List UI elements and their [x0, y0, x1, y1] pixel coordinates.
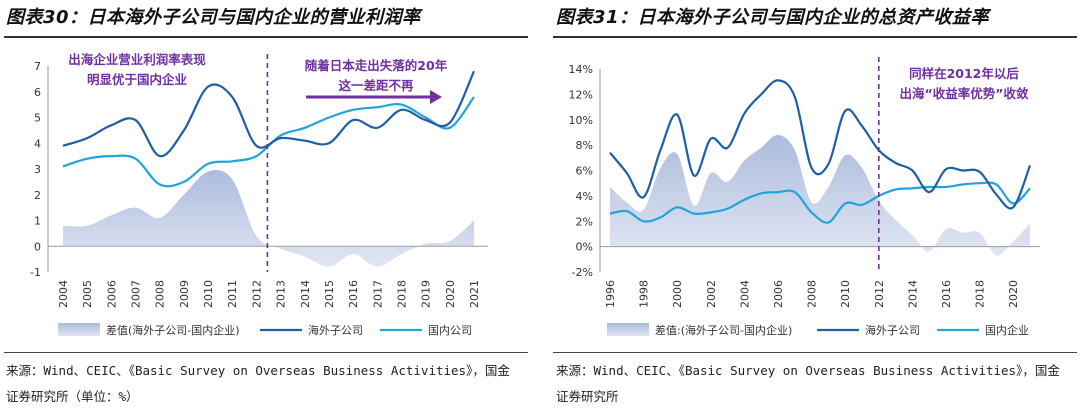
x-tick-label: 2005 [81, 280, 94, 308]
x-tick-label: 1996 [604, 280, 617, 308]
x-tick-label: 2013 [275, 280, 288, 308]
x-tick-label: 2020 [1007, 280, 1020, 308]
x-tick-label: 2019 [420, 280, 433, 308]
legend-label-overseas: 海外子公司 [865, 323, 920, 337]
legend-swatch-area [58, 323, 100, 336]
legend-label-domestic: 国内企业 [985, 323, 1029, 337]
x-tick-label: 2009 [178, 280, 191, 308]
x-tick-label: 2021 [468, 280, 481, 308]
legend-label-area: 差值:(海外子公司-国内企业) [655, 323, 792, 337]
title-rule-right [553, 36, 1077, 38]
x-tick-label: 2007 [130, 280, 143, 308]
x-tick-label: 2008 [154, 280, 167, 308]
x-tick-label: 2012 [873, 280, 886, 308]
x-tick-label: 2014 [299, 280, 312, 308]
source-right-line1: 来源：Wind、CEIC、《Basic Survey on Overseas B… [556, 363, 1060, 378]
x-tick-label: 1998 [638, 280, 651, 308]
legend-label-overseas: 海外子公司 [308, 323, 363, 337]
annotation-arrow-head [430, 90, 442, 104]
y-tick-label: 0 [34, 240, 41, 253]
chart-title-right: 图表31：日本海外子公司与国内企业的总资产收益率 [556, 7, 990, 28]
x-tick-label: 2008 [806, 280, 819, 308]
x-tick-label: 2010 [202, 280, 215, 308]
line-series-domestic [62, 96, 475, 188]
legend-swatch-area [607, 323, 649, 336]
x-tick-label: 2020 [444, 280, 457, 308]
y-tick-label: 3 [34, 163, 41, 176]
area-series-difference [63, 170, 474, 267]
x-tick-label: 2011 [226, 280, 239, 308]
legend-label-area: 差值(海外子公司-国内企业) [106, 323, 240, 337]
x-tick-label: 2018 [395, 280, 408, 308]
x-tick-label: 2012 [250, 280, 263, 308]
y-tick-label: 8% [576, 139, 593, 152]
y-tick-label: 6 [34, 86, 41, 99]
y-tick-label: 14% [569, 63, 593, 76]
y-tick-label: 5 [34, 112, 41, 125]
x-tick-label: 2015 [323, 280, 336, 308]
x-tick-label: 2004 [738, 280, 751, 308]
y-tick-label: 0% [576, 241, 593, 254]
y-tick-label: -2% [572, 266, 593, 279]
y-tick-label: 12% [569, 88, 593, 101]
annotation-text: 这一差距不再 [338, 78, 414, 93]
annotation-text: 随着日本走出失落的20年 [305, 58, 448, 73]
line-series-overseas [62, 70, 475, 158]
chart-title-left: 图表30：日本海外子公司与国内企业的营业利润率 [6, 7, 421, 28]
y-tick-label: 7 [34, 60, 41, 73]
x-tick-label: 2018 [974, 280, 987, 308]
chart-right: -2% 0% 2% 4% 6% 8% 10% 12% 14% 1996 1998 2000 2002 20… [569, 57, 1040, 337]
x-tick-label: 2014 [906, 280, 919, 308]
source-note-left: 来源：Wind、CEIC、《Basic Survey on Overseas B… [6, 358, 510, 410]
source-rule-right [553, 352, 1077, 353]
y-tick-label: 6% [576, 165, 593, 178]
title-rule-left [4, 36, 528, 38]
y-tick-label: 10% [569, 114, 593, 127]
annotation-text: 出海“收益率优势”收敛 [900, 86, 1029, 101]
y-tick-label: 4% [576, 190, 593, 203]
x-tick-label: 2016 [347, 280, 360, 308]
x-tick-label: 2000 [671, 280, 684, 308]
line-series-domestic [609, 181, 1031, 224]
line-series-overseas [609, 79, 1032, 210]
x-tick-label: 2006 [105, 280, 118, 308]
y-tick-label: 1 [34, 215, 41, 228]
source-left-line1: 来源：Wind、CEIC、《Basic Survey on Overseas B… [6, 363, 510, 378]
source-right-line2: 证券研究所 [556, 389, 619, 404]
legend-label-domestic: 国内公司 [428, 323, 472, 337]
x-tick-label: 2016 [940, 280, 953, 308]
x-tick-label: 2017 [371, 280, 384, 308]
y-tick-label: -1 [30, 266, 41, 279]
x-tick-label: 2010 [839, 280, 852, 308]
annotation-text: 出海企业营业利润率表现 [68, 52, 206, 67]
annotation-text: 明显优于国内企业 [87, 72, 188, 87]
source-note-right: 来源：Wind、CEIC、《Basic Survey on Overseas B… [556, 358, 1060, 410]
x-tick-label: 2006 [772, 280, 785, 308]
area-series-difference [610, 134, 1030, 256]
y-tick-label: 2% [576, 215, 593, 228]
source-rule-left [4, 352, 528, 353]
source-left-line2: 证券研究所（单位：%） [6, 389, 139, 404]
x-tick-label: 2002 [705, 280, 718, 308]
annotation-text: 同样在2012年以后 [909, 66, 1019, 81]
y-tick-label: 4 [34, 137, 41, 150]
x-tick-label: 2004 [57, 280, 70, 308]
chart-left: -1 0 1 2 3 4 5 6 7 2004 2005 2006 2007 2008 2009 2010 20… [30, 52, 488, 337]
y-tick-label: 2 [34, 189, 41, 202]
